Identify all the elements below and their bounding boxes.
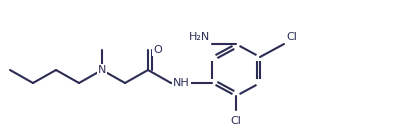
Text: O: O <box>153 45 162 55</box>
Text: H₂N: H₂N <box>189 32 210 42</box>
Text: NH: NH <box>173 78 190 88</box>
Text: Cl: Cl <box>286 32 297 42</box>
Text: N: N <box>98 65 106 75</box>
Text: Cl: Cl <box>231 116 241 126</box>
